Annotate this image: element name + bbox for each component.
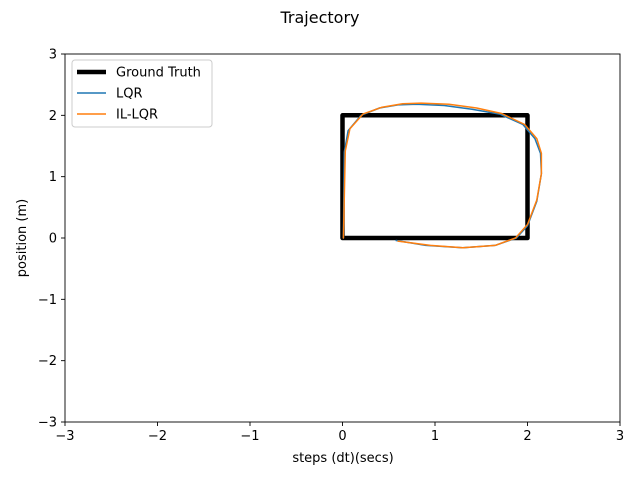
y-tick-label: 1 — [49, 170, 57, 185]
y-tick-label: 0 — [49, 232, 57, 247]
y-tick-label: −1 — [38, 293, 57, 308]
legend-label-il-lqr: IL-LQR — [116, 108, 158, 123]
x-axis-label: steps (dt)(secs) — [292, 451, 393, 466]
x-tick-label: 3 — [616, 429, 624, 444]
chart-title: Trajectory — [280, 8, 360, 27]
y-tick-label: 2 — [49, 109, 57, 124]
y-tick-label: −2 — [38, 354, 57, 369]
x-tick-label: −2 — [148, 429, 167, 444]
x-tick-label: 1 — [431, 429, 439, 444]
legend-label-ground-truth: Ground Truth — [116, 66, 201, 81]
y-axis-label: position (m) — [15, 199, 30, 277]
y-tick-label: −3 — [38, 416, 57, 431]
legend-box — [71, 59, 213, 128]
legend-label-lqr: LQR — [116, 87, 143, 102]
x-tick-label: 2 — [523, 429, 531, 444]
x-tick-label: −3 — [55, 429, 74, 444]
x-axis: −3 −2 −1 0 1 2 3 — [55, 422, 624, 444]
y-tick-label: 3 — [49, 48, 57, 63]
x-tick-label: 0 — [338, 429, 346, 444]
ground-truth-line — [340, 113, 530, 241]
y-axis: −3 −2 −1 0 1 2 3 — [38, 48, 65, 431]
legend: Ground Truth LQR IL-LQR — [71, 59, 213, 128]
x-tick-label: −1 — [240, 429, 259, 444]
il-lqr-line — [342, 102, 543, 249]
